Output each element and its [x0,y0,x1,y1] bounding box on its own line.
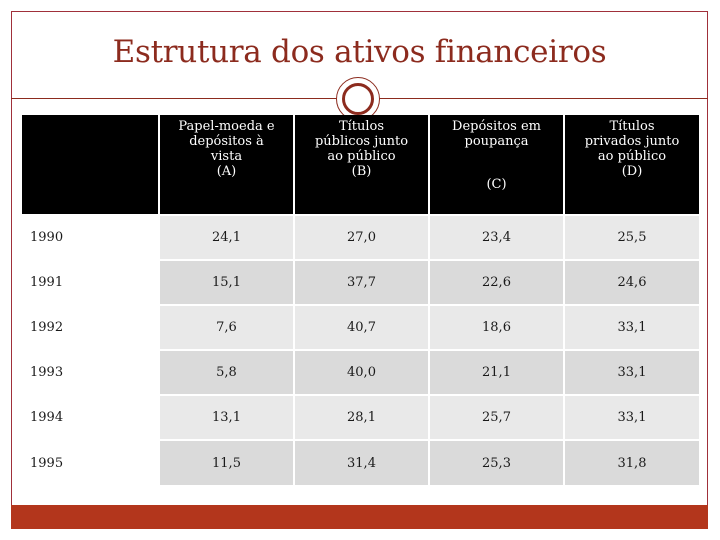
footer-bar [11,505,708,529]
value-cell: 31,8 [563,439,699,485]
value-cell: 25,5 [563,214,699,260]
header-col-c-line: poupança [464,134,529,149]
value-cell: 5,8 [158,349,294,395]
table-row: 1991 15,1 37,7 22,6 24,6 [22,259,699,305]
header-col-c-line: Depósitos em [452,119,541,134]
value-cell: 40,7 [293,304,429,350]
value-cell: 40,0 [293,349,429,395]
header-col-b-line: públicos junto [314,134,409,149]
value-cell: 22,6 [428,259,564,305]
header-col-a-line: vista [210,149,243,164]
year-cell: 1993 [22,349,159,395]
header-col-b-line: (B) [351,164,372,179]
value-cell: 25,3 [428,439,564,485]
value-cell: 24,1 [158,214,294,260]
header-col-d: Títulos privados junto ao público (D) [563,115,699,215]
table-row: 1994 13,1 28,1 25,7 33,1 [22,394,699,440]
table-row: 1993 5,8 40,0 21,1 33,1 [22,349,699,395]
value-cell: 11,5 [158,439,294,485]
header-col-d-line: privados junto [584,134,680,149]
year-cell: 1990 [22,214,159,260]
year-cell: 1991 [22,259,159,305]
header-col-d-line: (D) [621,164,643,179]
header-col-c-line: (C) [486,177,507,192]
value-cell: 21,1 [428,349,564,395]
value-cell: 13,1 [158,394,294,440]
value-cell: 25,7 [428,394,564,440]
table-row: 1990 24,1 27,0 23,4 25,5 [22,214,699,260]
value-cell: 31,4 [293,439,429,485]
header-corner [22,115,159,215]
table-header-row: Papel-moeda e depósitos à vista (A) Títu… [22,115,699,215]
value-cell: 33,1 [563,304,699,350]
value-cell: 33,1 [563,349,699,395]
header-col-a: Papel-moeda e depósitos à vista (A) [158,115,294,215]
header-col-a-line: (A) [216,164,237,179]
value-cell: 24,6 [563,259,699,305]
value-cell: 18,6 [428,304,564,350]
table-row: 1995 11,5 31,4 25,3 31,8 [22,439,699,485]
header-col-b-line: ao público [327,149,396,164]
header-col-d-line: ao público [597,149,667,164]
value-cell: 15,1 [158,259,294,305]
year-cell: 1995 [22,439,159,485]
value-cell: 27,0 [293,214,429,260]
header-col-d-line: Títulos [609,119,655,134]
table-row: 1992 7,6 40,7 18,6 33,1 [22,304,699,350]
value-cell: 37,7 [293,259,429,305]
slide-title: Estrutura dos ativos financeiros [112,34,607,70]
ring-ornament-inner [342,83,374,115]
header-col-a-line: depósitos à [189,134,264,149]
value-cell: 33,1 [563,394,699,440]
header-col-b-line: Títulos [338,119,385,134]
year-cell: 1994 [22,394,159,440]
year-cell: 1992 [22,304,159,350]
value-cell: 7,6 [158,304,294,350]
header-col-b: Títulos públicos junto ao público (B) [293,115,429,215]
header-col-c: Depósitos em poupança (C) [428,115,564,215]
header-col-a-line: Papel-moeda e [178,119,275,134]
value-cell: 23,4 [428,214,564,260]
value-cell: 28,1 [293,394,429,440]
assets-table: Papel-moeda e depósitos à vista (A) Títu… [22,115,699,485]
